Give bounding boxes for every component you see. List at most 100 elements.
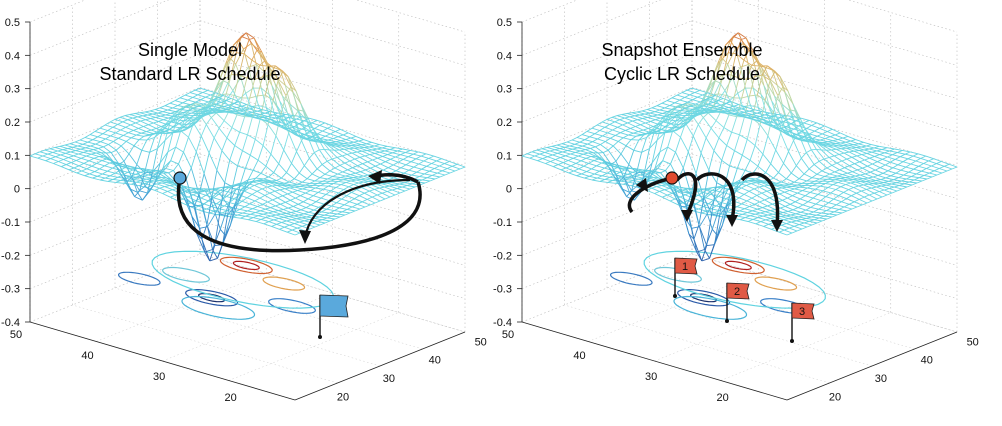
chart-subtitle: Cyclic LR Schedule	[604, 64, 760, 84]
panel-snapshot-ensemble: 0.50.40.30.20.10-0.1-0.2-0.3-0.450403020…	[493, 0, 979, 404]
arrow-head	[681, 210, 693, 222]
trajectory-path	[176, 177, 422, 253]
contour-line	[754, 276, 798, 291]
panel-single-model: 0.50.40.30.20.10-0.1-0.2-0.3-0.450403020…	[1, 0, 487, 404]
arrow-head	[636, 178, 648, 192]
z-tick-label: -0.3	[493, 284, 512, 296]
contour-line	[711, 256, 765, 275]
left-axis-line	[29, 321, 296, 401]
optimization-trajectory	[176, 170, 422, 253]
z-tick-label: 0.3	[497, 84, 512, 96]
contour-line	[268, 298, 316, 314]
z-tick-labels: 0.5 0.4 0.3 0.2 0.1 0 -0.1 -0.2 -0.3 -0.4	[493, 17, 522, 329]
left-axis-tick-label: 30	[153, 371, 165, 383]
chart-subtitle: Standard LR Schedule	[99, 64, 280, 84]
flag-cloth	[726, 282, 750, 300]
z-tick-label: 0.4	[497, 50, 512, 62]
right-axis-tick-label: 40	[921, 355, 933, 367]
flag-cloth	[791, 302, 815, 320]
z-tick-label: 0.2	[497, 117, 512, 129]
left-axis-ticks: 50 40 30 20	[10, 329, 237, 404]
z-tick-label: 0.5	[497, 17, 512, 29]
arrow-head	[726, 215, 738, 227]
right-axis-tick-label: 30	[875, 373, 887, 385]
flag-label: 1	[682, 261, 688, 273]
right-axis-tick-label: 20	[829, 391, 841, 403]
left-axis-tick-label: 20	[717, 392, 729, 404]
contour-line	[185, 289, 239, 307]
z-tick-label: -0.4	[493, 317, 512, 329]
contour-line	[643, 250, 826, 309]
left-axis-line	[521, 321, 788, 401]
snapshot-flags	[318, 294, 349, 339]
z-tick-label: 0.2	[5, 117, 20, 129]
right-axis-ticks: 20 30 40 50	[337, 336, 487, 403]
contour-line	[232, 260, 260, 271]
right-axis-tick-label: 40	[429, 355, 441, 367]
contour-line	[262, 276, 306, 291]
flag	[318, 294, 349, 339]
grid	[521, 0, 958, 401]
flag: 1	[673, 257, 698, 298]
z-tick-labels: 0.5 0.4 0.3 0.2 0.1 0 -0.1 -0.2 -0.3 -0.4	[1, 17, 30, 329]
flag: 3	[790, 302, 815, 343]
arrow-head	[771, 220, 783, 232]
right-axis-line	[294, 331, 466, 401]
chart-title: Single Model	[138, 40, 242, 60]
grid	[29, 0, 466, 401]
right-axis-tick-label: 50	[967, 336, 979, 348]
contour-line	[117, 271, 161, 286]
optimization-trajectory	[627, 172, 783, 232]
left-axis-tick-label: 40	[81, 350, 93, 362]
z-tick-label: -0.4	[1, 317, 20, 329]
trajectory-path	[695, 172, 736, 221]
z-tick-label: 0.1	[5, 150, 20, 162]
z-tick-label: 0	[506, 184, 512, 196]
start-point-marker	[173, 171, 187, 185]
snapshot-flags: 1 2 3	[673, 257, 815, 343]
contour-plot	[609, 250, 826, 320]
contour-line	[724, 260, 752, 271]
z-tick-label: 0.1	[497, 150, 512, 162]
flag: 2	[725, 282, 750, 323]
contour-line	[162, 266, 210, 283]
left-axis-tick-label: 40	[573, 350, 585, 362]
contour-line	[609, 271, 653, 286]
right-axis-tick-label: 20	[337, 391, 349, 403]
z-tick-label: 0.4	[5, 50, 20, 62]
flag-cloth	[674, 257, 698, 275]
z-tick-label: 0	[14, 184, 20, 196]
contour-line	[181, 295, 256, 320]
left-axis-tick-label: 20	[225, 392, 237, 404]
flag-label: 3	[799, 306, 805, 318]
z-tick-label: -0.2	[1, 250, 20, 262]
contour-line	[219, 256, 273, 275]
arrow-head	[368, 170, 382, 184]
z-tick-label: -0.1	[493, 217, 512, 229]
right-axis-ticks: 20 30 40 50	[829, 336, 979, 403]
left-axis-tick-label: 50	[10, 329, 22, 341]
flag-cloth	[319, 294, 349, 318]
trajectory-path	[675, 172, 698, 216]
surface-mesh	[29, 32, 466, 262]
chart-title: Snapshot Ensemble	[601, 40, 762, 60]
surface-mesh	[521, 32, 958, 262]
z-tick-label: 0.5	[5, 17, 20, 29]
contour-line	[673, 295, 748, 320]
arrow-head	[299, 230, 311, 244]
left-axis-tick-label: 50	[502, 329, 514, 341]
right-axis-tick-label: 50	[475, 336, 487, 348]
right-axis-tick-label: 30	[383, 373, 395, 385]
z-tick-label: -0.2	[493, 250, 512, 262]
flag-label: 2	[734, 286, 740, 298]
trajectory-path	[627, 176, 673, 214]
right-axis-line	[786, 331, 958, 401]
left-axis-tick-label: 30	[645, 371, 657, 383]
left-axis-ticks: 50 40 30 20	[502, 329, 729, 404]
z-tick-label: 0.3	[5, 84, 20, 96]
trajectory-path	[740, 172, 780, 226]
z-tick-label: -0.1	[1, 217, 20, 229]
start-point-marker	[665, 171, 679, 185]
z-tick-label: -0.3	[1, 284, 20, 296]
